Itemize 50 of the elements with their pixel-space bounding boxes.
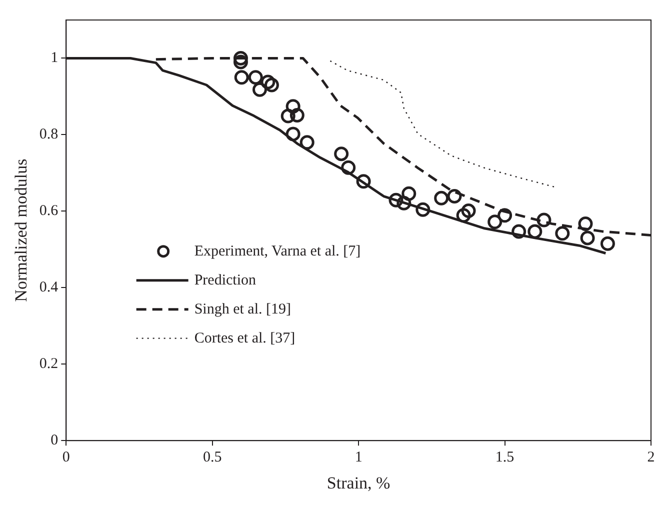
point <box>233 50 248 66</box>
point <box>356 174 371 189</box>
point <box>528 224 542 239</box>
point <box>447 189 462 204</box>
point <box>580 230 595 246</box>
point <box>461 204 476 218</box>
legend-label: Experiment, Varna et al. [7] <box>194 243 361 260</box>
point <box>434 190 449 206</box>
y-tick-label: 0.6 <box>39 203 59 220</box>
point <box>252 82 267 97</box>
x-tick-label: 0 <box>62 450 70 466</box>
point <box>234 70 249 85</box>
point <box>578 216 593 232</box>
point <box>396 196 412 210</box>
x-axis-title: Strain, % <box>326 473 390 492</box>
point <box>300 135 314 150</box>
y-tick-label: 0 <box>50 432 58 449</box>
point <box>290 108 304 122</box>
point <box>280 108 296 124</box>
point <box>260 74 276 90</box>
x-tick-label: 1.5 <box>495 450 514 466</box>
y-tick-label: 0.4 <box>39 280 59 296</box>
legend-label: Prediction <box>194 272 256 288</box>
point <box>341 160 356 175</box>
point <box>456 208 471 223</box>
legend-label: Cortes et al. [37] <box>194 330 296 346</box>
point <box>512 224 526 239</box>
point <box>600 236 615 251</box>
x-tick-label: 2 <box>647 450 655 466</box>
point <box>286 99 300 114</box>
line-series <box>330 60 556 188</box>
point <box>416 202 430 217</box>
point <box>233 54 248 70</box>
point <box>488 214 502 230</box>
point <box>286 126 300 142</box>
point <box>334 146 349 162</box>
y-tick-label: 0.8 <box>39 126 58 143</box>
legend-label: Singh et al. [19] <box>194 301 291 318</box>
y-tick-label: 0.2 <box>39 356 58 372</box>
point <box>498 208 512 223</box>
point <box>536 212 552 228</box>
point <box>388 192 404 208</box>
y-axis-title: Normalized modulus <box>12 158 31 302</box>
point <box>402 186 416 201</box>
x-tick-label: 1 <box>354 450 362 466</box>
point <box>264 78 279 92</box>
y-tick-label: 1 <box>50 50 58 66</box>
x-tick-label: 0.5 <box>202 450 222 466</box>
point <box>555 226 570 241</box>
point <box>248 70 263 85</box>
